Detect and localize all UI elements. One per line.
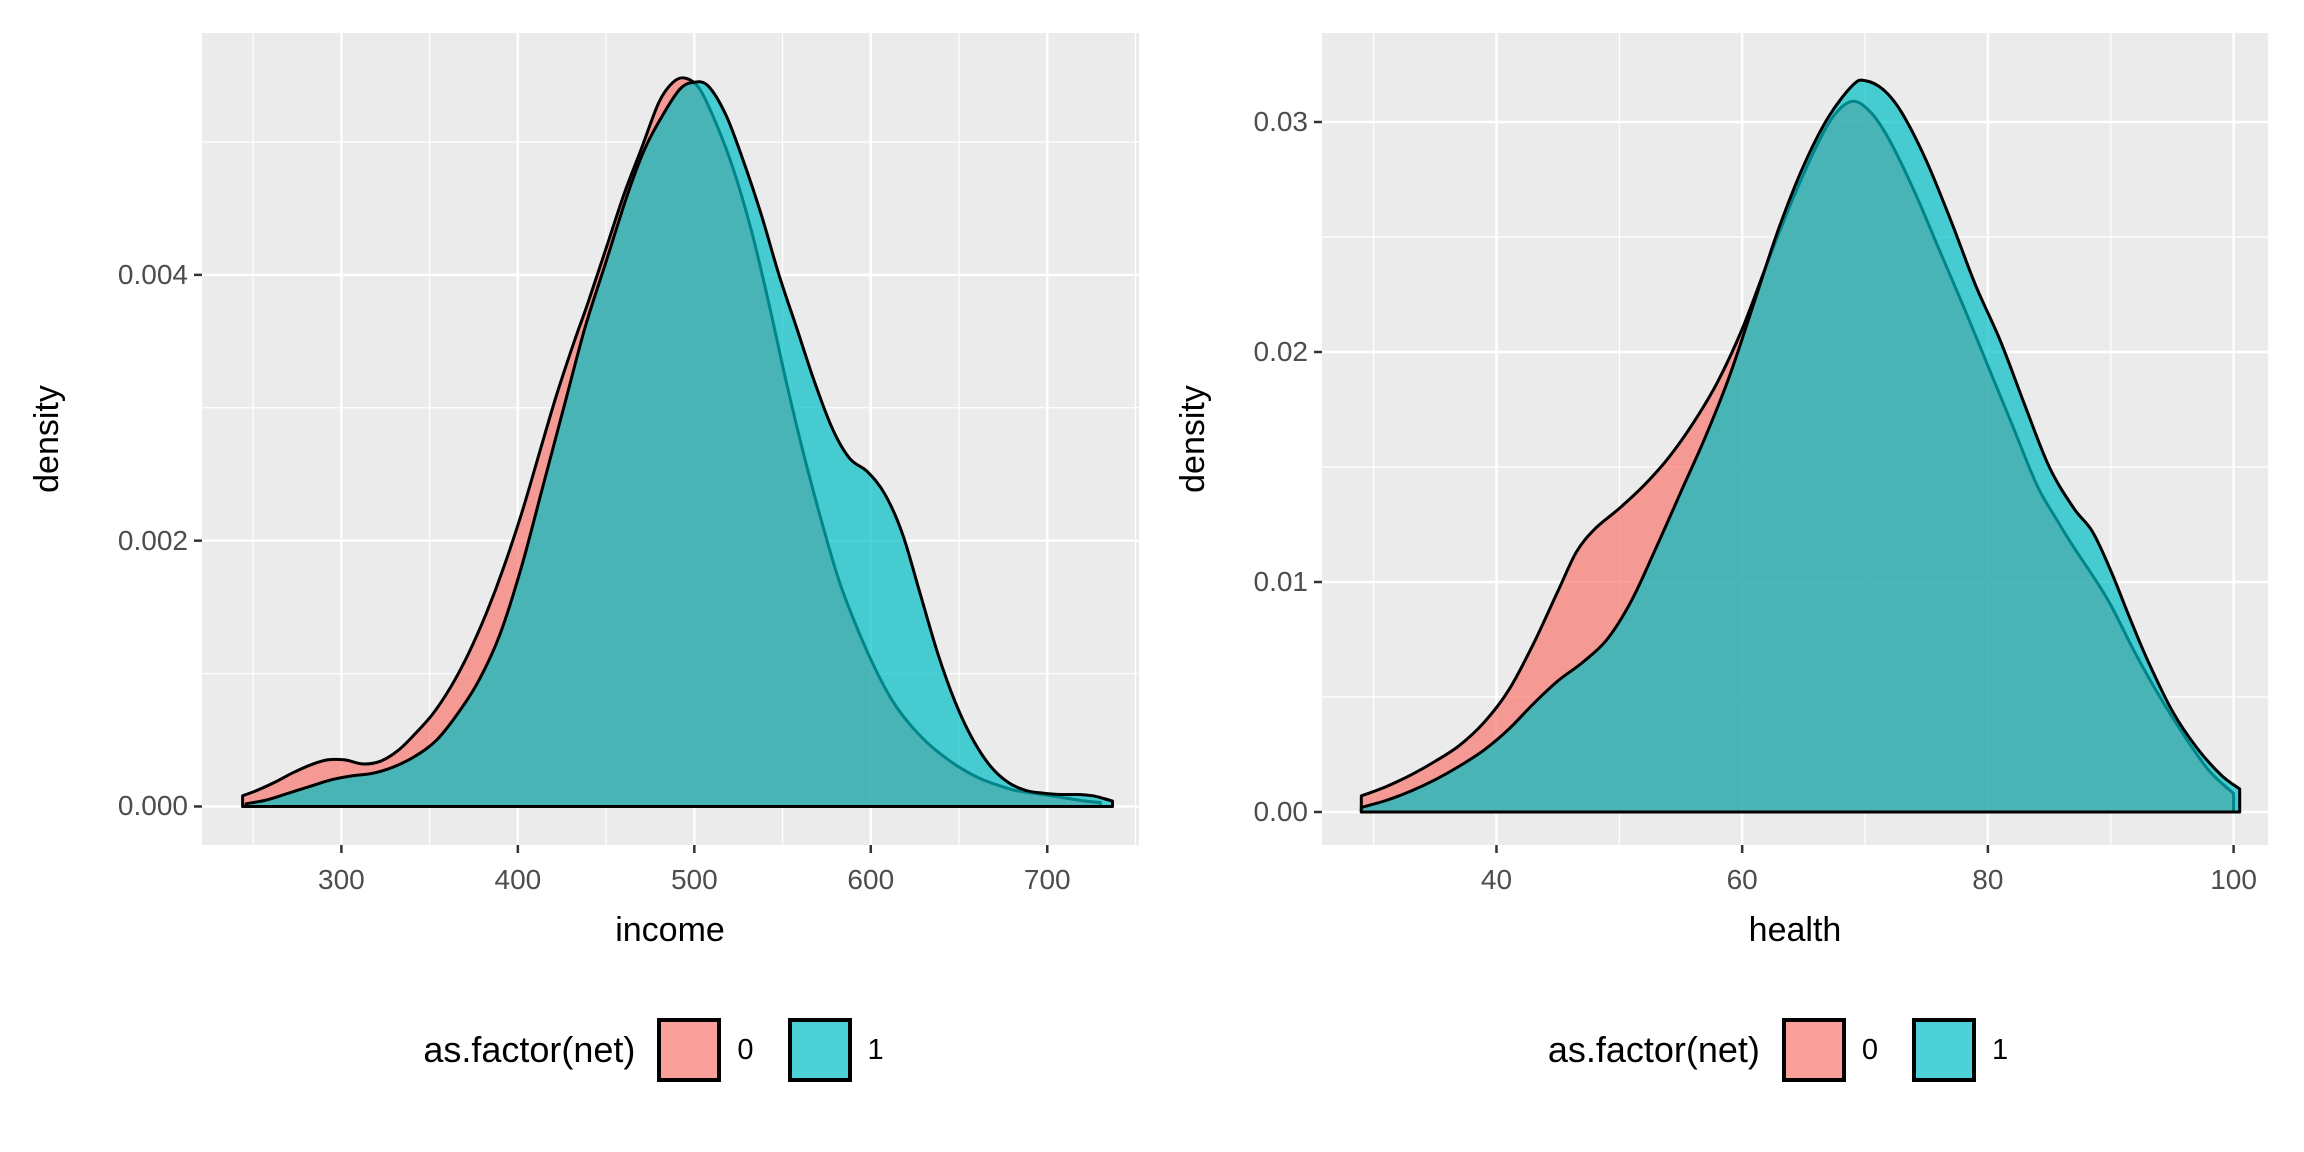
x-axis-title-income: income	[615, 911, 725, 949]
x-tick-label: 500	[670, 864, 718, 895]
x-tick-label: 60	[1726, 864, 1758, 895]
legend-label-net0-left: 0	[737, 1033, 754, 1066]
legend-swatch-net1-right	[1912, 1018, 1977, 1082]
x-tick-label: 80	[1972, 864, 2004, 895]
legend-label-net1-left: 1	[867, 1033, 884, 1066]
y-tick-label: 0.01	[1253, 565, 1309, 597]
x-tick-label: 40	[1480, 864, 1513, 895]
x-tick-label: 100	[2210, 864, 2257, 895]
legend-swatch-net0-left	[657, 1018, 722, 1082]
density-plot-health: 40 60 80 100 0.00 0.01 0.02 0.03 health densit…	[1152, 0, 2304, 1152]
y-tick-label: 0.002	[117, 524, 188, 556]
legend-title-right: as.factor(net)	[1547, 1029, 1760, 1070]
density-area-net1	[1359, 78, 2242, 814]
x-tick-label: 700	[1023, 864, 1071, 895]
y-tick-label: 0.00	[1253, 795, 1309, 827]
x-axis-title-health: health	[1748, 911, 1842, 949]
x-tick-label: 300	[318, 864, 365, 895]
y-axis-title-density-left: density	[28, 385, 66, 493]
legend-right: as.factor(net) 0 1	[1322, 1015, 2268, 1085]
legend-title-left: as.factor(net)	[423, 1029, 636, 1070]
y-tick-label: 0.03	[1253, 106, 1309, 137]
income-plot-panel	[194, 33, 1139, 853]
y-tick-label: 0.004	[117, 258, 188, 290]
y-tick-label: 0.02	[1253, 336, 1309, 367]
density-plot-income: 300 400 500 600 700 0.000 0.002 0.004 income d…	[28, 33, 1139, 1085]
legend-label-net0-right: 0	[1861, 1033, 1879, 1066]
density-area-net1	[244, 80, 1114, 808]
legend-swatch-net0-right	[1781, 1018, 1846, 1082]
health-plot-panel	[1314, 33, 2268, 853]
legend-left: as.factor(net) 0 1	[202, 1015, 1139, 1085]
x-tick-label: 400	[494, 864, 542, 895]
legend-swatch-net1-left	[787, 1018, 852, 1082]
y-axis-title-density-right: density	[1174, 385, 1212, 493]
y-tick-label: 0.000	[117, 790, 188, 822]
x-tick-label: 600	[847, 864, 895, 895]
legend-label-net1-right: 1	[1992, 1033, 2009, 1066]
